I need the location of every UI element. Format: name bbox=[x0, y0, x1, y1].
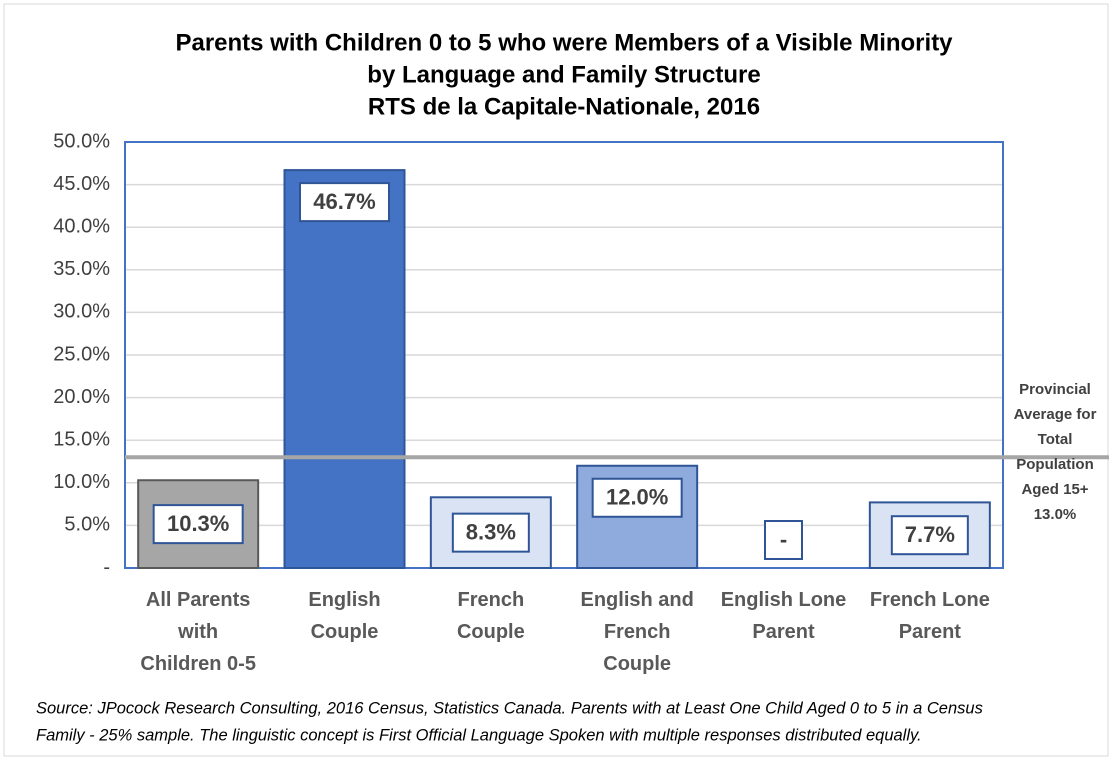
data-label: 46.7% bbox=[313, 189, 375, 214]
data-label: 12.0% bbox=[606, 485, 668, 510]
reference-label: Average for bbox=[1014, 406, 1097, 423]
x-tick-label: English and French Couple bbox=[580, 589, 693, 675]
data-label-box bbox=[890, 515, 969, 556]
y-tick-label: 5.0% bbox=[64, 514, 110, 536]
y-tick-label: - bbox=[103, 556, 110, 578]
y-tick-label: 25.0% bbox=[53, 343, 110, 365]
chart-title: by Language and Family Structure bbox=[367, 61, 760, 88]
x-tick-label: French Lone Parent bbox=[870, 589, 990, 643]
y-tick-label: 15.0% bbox=[53, 428, 110, 450]
reference-value: 13.0% bbox=[1034, 506, 1077, 523]
y-tick-label: 45.0% bbox=[53, 173, 110, 195]
data-label-box bbox=[152, 504, 244, 545]
data-label-box bbox=[764, 520, 803, 560]
chart-title: RTS de la Capitale-Nationale, 2016 bbox=[368, 93, 760, 120]
x-tick-label: French Couple bbox=[457, 589, 525, 643]
source-note: Source: JPocock Research Consulting, 201… bbox=[36, 699, 983, 717]
chart-title: Parents with Children 0 to 5 who were Me… bbox=[175, 29, 953, 56]
y-tick-label: 20.0% bbox=[53, 386, 110, 408]
data-label-box bbox=[451, 512, 530, 553]
reference-label: Provincial bbox=[1019, 381, 1091, 398]
x-tick-label: English Lone Parent bbox=[721, 589, 847, 643]
reference-label: Population bbox=[1016, 456, 1094, 473]
y-tick-label: 10.0% bbox=[53, 471, 110, 493]
data-label: 8.3% bbox=[466, 519, 516, 544]
y-tick-label: 30.0% bbox=[53, 301, 110, 323]
source-note: Family - 25% sample. The linguistic conc… bbox=[36, 726, 922, 744]
data-label-box bbox=[299, 182, 390, 223]
reference-label: Aged 15+ bbox=[1021, 481, 1088, 498]
x-tick-label: All Parents with Children 0-5 bbox=[140, 589, 256, 675]
y-tick-label: 50.0% bbox=[53, 130, 110, 152]
data-label-box bbox=[591, 477, 683, 518]
y-tick-label: 40.0% bbox=[53, 215, 110, 237]
bar bbox=[283, 169, 406, 569]
x-tick-label: English Couple bbox=[308, 589, 380, 643]
plot-border bbox=[124, 141, 1004, 569]
data-label: - bbox=[780, 527, 787, 552]
reference-label: Total bbox=[1038, 431, 1073, 448]
frame bbox=[3, 3, 1109, 757]
data-label: 10.3% bbox=[167, 511, 229, 536]
y-tick-label: 35.0% bbox=[53, 258, 110, 280]
data-label: 7.7% bbox=[905, 522, 955, 547]
